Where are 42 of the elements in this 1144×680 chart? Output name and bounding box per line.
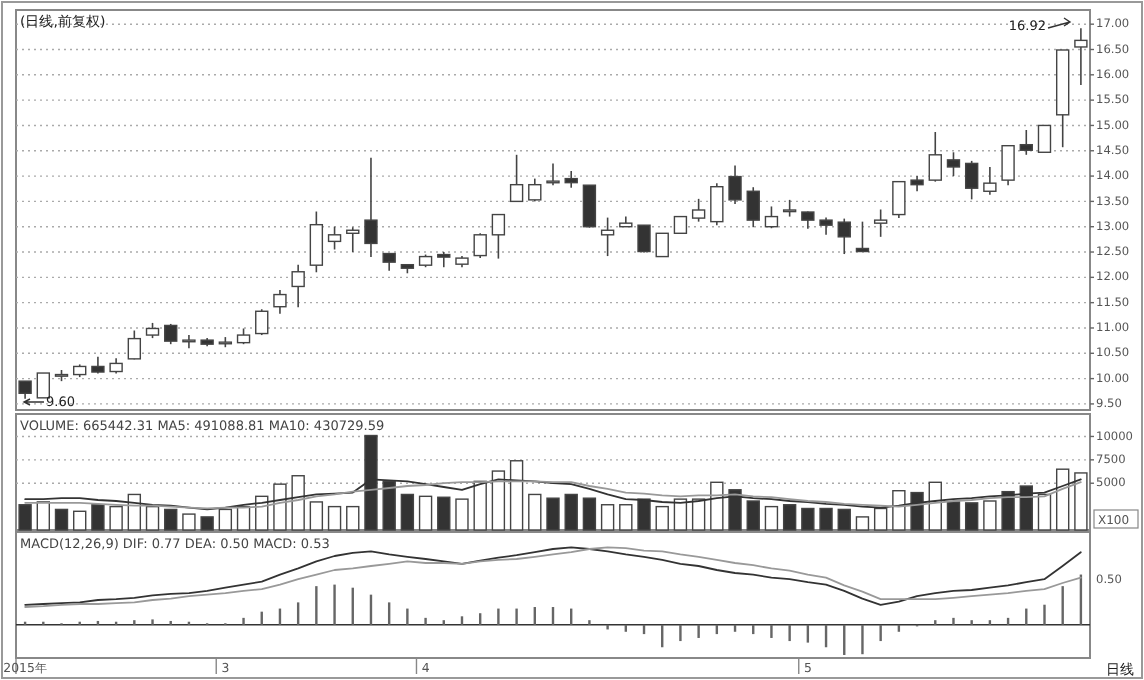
bar — [109, 505, 123, 531]
bar — [892, 490, 906, 531]
bar — [983, 500, 997, 531]
bar — [200, 516, 214, 531]
bar — [1037, 493, 1052, 531]
bar — [655, 505, 669, 531]
bar — [619, 504, 633, 531]
bar — [928, 481, 942, 531]
bar — [36, 501, 51, 531]
bar — [455, 498, 469, 531]
bar — [437, 496, 451, 531]
bar — [1074, 472, 1088, 531]
bar — [309, 501, 324, 531]
bar — [582, 497, 597, 531]
bar — [873, 507, 888, 531]
bar — [218, 508, 233, 531]
bar — [801, 507, 815, 531]
bar — [346, 505, 360, 531]
bar — [273, 483, 287, 531]
bar — [291, 475, 305, 531]
bar — [145, 505, 160, 531]
bar — [491, 470, 506, 531]
bar — [528, 493, 542, 531]
bar — [327, 505, 342, 531]
bar — [73, 510, 87, 531]
bar — [1055, 468, 1070, 531]
bar — [691, 498, 706, 531]
bar — [855, 516, 870, 531]
bar — [54, 508, 69, 531]
bar — [600, 504, 615, 531]
bar — [182, 513, 196, 531]
bar — [509, 460, 524, 531]
bar — [236, 505, 251, 531]
bar — [764, 505, 779, 531]
bar — [564, 493, 578, 531]
bar — [18, 504, 32, 531]
bar — [546, 497, 560, 531]
bar — [400, 493, 415, 531]
bar — [418, 495, 433, 531]
bar — [710, 481, 724, 531]
bar — [473, 480, 487, 531]
bar — [673, 498, 688, 531]
